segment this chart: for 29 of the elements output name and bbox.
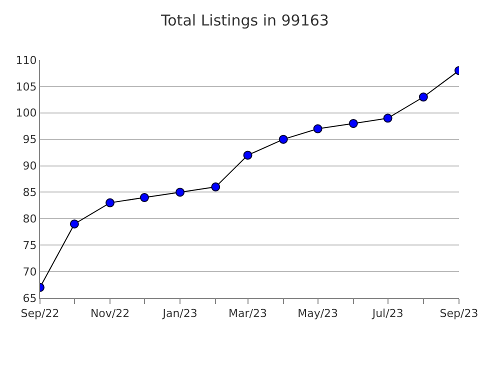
y-tick-label: 100	[16, 106, 37, 120]
point	[313, 124, 322, 134]
point	[211, 182, 220, 192]
point	[383, 114, 392, 123]
y-tick-label: 95	[22, 133, 37, 146]
y-tick-label: 90	[22, 160, 37, 173]
point	[140, 193, 149, 202]
y-tick-label: 105	[16, 80, 37, 94]
y-tick-label: 80	[22, 212, 37, 226]
x-tick-label: Nov/22	[90, 307, 130, 320]
point	[348, 118, 358, 128]
y-tick-label: 70	[22, 265, 37, 278]
point	[278, 134, 288, 144]
point	[176, 188, 185, 197]
x-tick-label: Jan/23	[162, 307, 198, 320]
point	[418, 92, 428, 102]
y-tick-label: 65	[22, 292, 37, 305]
point	[106, 198, 115, 208]
x-tick-label: May/23	[298, 307, 338, 320]
point	[70, 219, 79, 228]
point	[243, 150, 252, 160]
x-tick-label: Sep/23	[440, 307, 478, 320]
y-tick-label: 75	[22, 238, 37, 252]
y-tick-label: 110	[16, 54, 37, 67]
x-tick-label: Jul/23	[371, 307, 404, 320]
chart-title: Total Listings in 99163	[160, 12, 329, 30]
x-tick-label: Mar/23	[228, 307, 268, 320]
y-tick-label: 85	[22, 186, 37, 200]
x-tick-label: Sep/22	[20, 307, 60, 320]
